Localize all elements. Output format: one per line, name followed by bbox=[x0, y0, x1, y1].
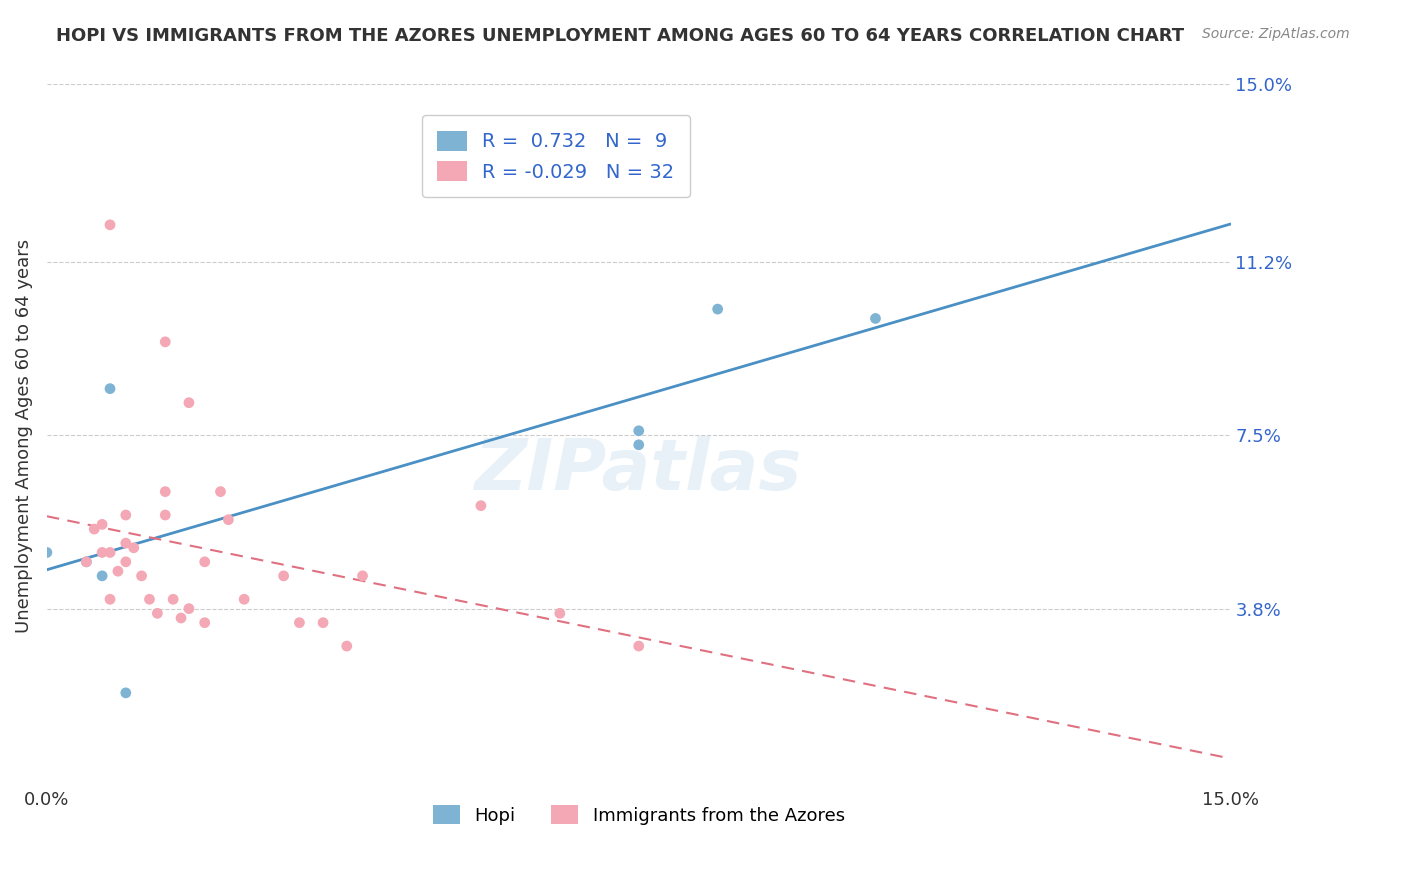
Point bbox=[91, 569, 114, 583]
Point bbox=[83, 522, 105, 536]
Point bbox=[627, 639, 650, 653]
Point bbox=[122, 541, 145, 555]
Point bbox=[35, 545, 58, 559]
Point bbox=[177, 395, 200, 409]
Legend: Hopi, Immigrants from the Azores: Hopi, Immigrants from the Azores bbox=[423, 797, 853, 834]
Text: HOPI VS IMMIGRANTS FROM THE AZORES UNEMPLOYMENT AMONG AGES 60 TO 64 YEARS CORREL: HOPI VS IMMIGRANTS FROM THE AZORES UNEMP… bbox=[56, 27, 1184, 45]
Point bbox=[288, 615, 311, 630]
Point bbox=[155, 508, 177, 522]
Point bbox=[114, 508, 136, 522]
Point bbox=[217, 513, 239, 527]
Point bbox=[98, 545, 121, 559]
Point bbox=[706, 302, 728, 317]
Point bbox=[114, 536, 136, 550]
Point bbox=[75, 555, 97, 569]
Point bbox=[170, 611, 193, 625]
Point bbox=[107, 564, 129, 578]
Point bbox=[114, 555, 136, 569]
Point bbox=[91, 517, 114, 532]
Point bbox=[155, 484, 177, 499]
Point bbox=[98, 592, 121, 607]
Point bbox=[352, 569, 374, 583]
Point bbox=[470, 499, 492, 513]
Point bbox=[627, 424, 650, 438]
Point bbox=[98, 382, 121, 396]
Point bbox=[194, 555, 217, 569]
Point bbox=[233, 592, 256, 607]
Point bbox=[146, 607, 169, 621]
Point bbox=[273, 569, 295, 583]
Point bbox=[131, 569, 153, 583]
Point bbox=[98, 218, 121, 232]
Point bbox=[114, 686, 136, 700]
Point bbox=[336, 639, 359, 653]
Point bbox=[865, 311, 887, 326]
Point bbox=[138, 592, 160, 607]
Y-axis label: Unemployment Among Ages 60 to 64 years: Unemployment Among Ages 60 to 64 years bbox=[15, 238, 32, 632]
Point bbox=[162, 592, 184, 607]
Point bbox=[312, 615, 335, 630]
Point bbox=[209, 484, 232, 499]
Point bbox=[548, 607, 571, 621]
Text: ZIPatlas: ZIPatlas bbox=[475, 436, 803, 505]
Point bbox=[91, 545, 114, 559]
Text: Source: ZipAtlas.com: Source: ZipAtlas.com bbox=[1202, 27, 1350, 41]
Point bbox=[155, 334, 177, 349]
Point bbox=[627, 438, 650, 452]
Point bbox=[177, 601, 200, 615]
Point bbox=[194, 615, 217, 630]
Point bbox=[75, 555, 97, 569]
